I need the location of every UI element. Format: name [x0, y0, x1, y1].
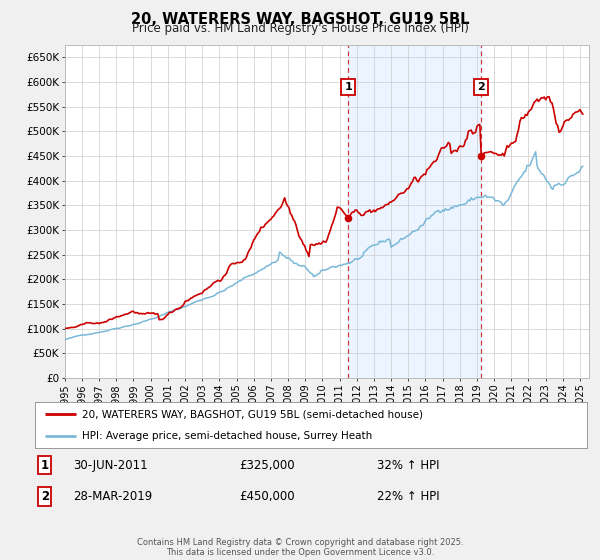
- Bar: [348, 45, 481, 378]
- Text: 28-MAR-2019: 28-MAR-2019: [73, 490, 152, 503]
- Text: 1: 1: [41, 459, 49, 472]
- Text: 32% ↑ HPI: 32% ↑ HPI: [377, 459, 440, 472]
- Text: HPI: Average price, semi-detached house, Surrey Heath: HPI: Average price, semi-detached house,…: [82, 431, 372, 441]
- Text: 20, WATERERS WAY, BAGSHOT, GU19 5BL: 20, WATERERS WAY, BAGSHOT, GU19 5BL: [131, 12, 469, 27]
- Text: 20, WATERERS WAY, BAGSHOT, GU19 5BL (semi-detached house): 20, WATERERS WAY, BAGSHOT, GU19 5BL (sem…: [82, 409, 423, 419]
- Text: 22% ↑ HPI: 22% ↑ HPI: [377, 490, 440, 503]
- Text: 1: 1: [344, 82, 352, 92]
- Text: Contains HM Land Registry data © Crown copyright and database right 2025.
This d: Contains HM Land Registry data © Crown c…: [137, 538, 463, 557]
- Text: Price paid vs. HM Land Registry's House Price Index (HPI): Price paid vs. HM Land Registry's House …: [131, 22, 469, 35]
- Text: £450,000: £450,000: [239, 490, 295, 503]
- Text: 30-JUN-2011: 30-JUN-2011: [73, 459, 148, 472]
- Text: £325,000: £325,000: [239, 459, 295, 472]
- Text: 2: 2: [41, 490, 49, 503]
- Text: 2: 2: [478, 82, 485, 92]
